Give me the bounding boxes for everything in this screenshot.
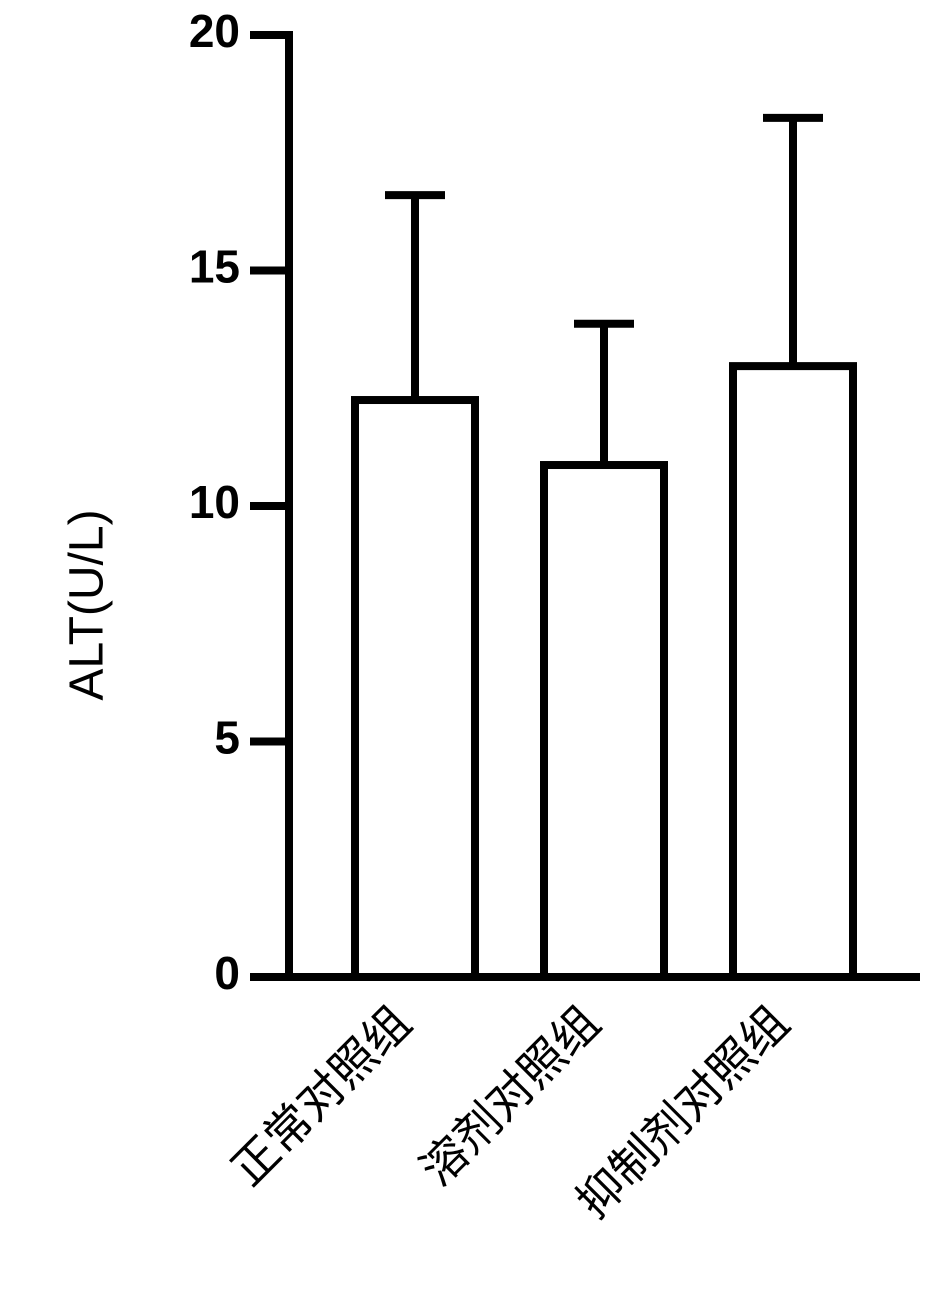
x-tick-label: 正常对照组 xyxy=(221,996,420,1195)
y-tick-label: 0 xyxy=(214,947,240,999)
y-tick-label: 5 xyxy=(214,712,240,764)
x-tick-label: 溶剂对照组 xyxy=(410,996,609,1195)
bar xyxy=(351,396,479,981)
y-tick-label: 20 xyxy=(189,5,240,57)
y-tick-label: 15 xyxy=(189,241,240,293)
y-axis-label: ALT(U/L) xyxy=(61,509,114,700)
bar xyxy=(540,461,668,981)
bar xyxy=(729,362,857,982)
y-tick-label: 10 xyxy=(189,476,240,528)
